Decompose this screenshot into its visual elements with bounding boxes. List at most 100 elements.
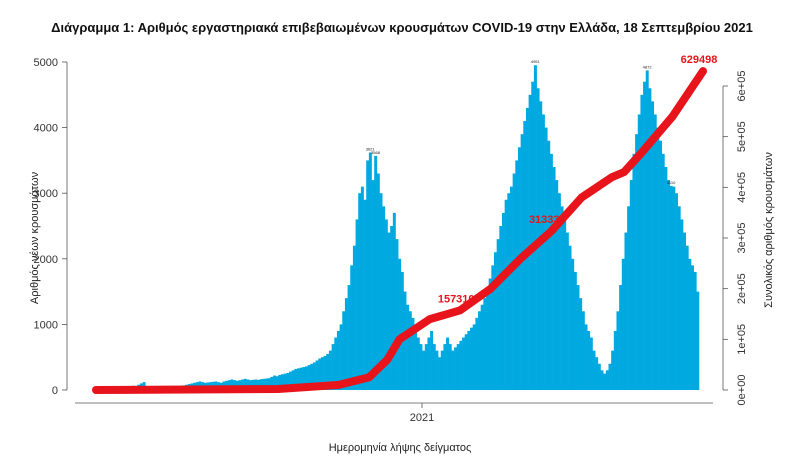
bar <box>304 366 308 390</box>
bar <box>557 193 561 390</box>
bar <box>613 330 617 390</box>
bar <box>400 271 404 390</box>
bar <box>611 350 615 390</box>
bar <box>430 330 434 390</box>
bar <box>515 160 519 390</box>
bar <box>312 362 316 390</box>
bar <box>624 232 628 390</box>
y-axis-left: 0 1000 2000 3000 4000 5000 <box>34 57 68 397</box>
bar <box>363 199 367 390</box>
bar <box>243 378 247 390</box>
bar <box>496 239 500 390</box>
bar <box>528 94 532 391</box>
bar <box>440 350 444 390</box>
bar <box>358 193 362 390</box>
bar <box>640 94 644 391</box>
bar <box>456 344 460 390</box>
bar <box>424 344 428 390</box>
bar <box>278 374 282 390</box>
bar <box>419 344 423 390</box>
bar <box>352 245 356 390</box>
bar <box>432 344 436 390</box>
bar <box>600 370 604 390</box>
bar <box>584 324 588 390</box>
bar <box>451 350 455 390</box>
bar <box>480 304 484 390</box>
bar <box>478 311 481 390</box>
bar <box>645 70 649 391</box>
bar <box>627 206 631 390</box>
bar <box>328 350 332 390</box>
bar <box>688 258 692 390</box>
bar <box>387 232 391 390</box>
bar <box>619 285 623 390</box>
bar <box>509 186 513 390</box>
annotations-group: 629498 313333 157310 <box>438 54 718 305</box>
bar <box>488 278 492 390</box>
bar <box>661 153 665 390</box>
bar <box>501 212 505 390</box>
bar <box>291 370 295 390</box>
bar <box>648 88 652 391</box>
bar <box>459 340 463 390</box>
bar-value-label: 4872 <box>643 64 653 69</box>
bar <box>275 376 279 390</box>
bar <box>360 186 364 390</box>
bar <box>568 245 572 390</box>
y-tick-label: 0 <box>52 385 58 397</box>
bar <box>251 379 255 390</box>
bar <box>315 360 319 390</box>
bar <box>669 185 673 390</box>
bar <box>320 357 324 390</box>
bar <box>273 375 276 390</box>
bar <box>507 193 511 390</box>
bar <box>573 271 577 390</box>
bar <box>310 363 314 390</box>
bar <box>680 219 684 390</box>
bar <box>651 101 655 391</box>
bar <box>395 239 399 390</box>
bar <box>483 298 487 390</box>
bar <box>470 327 473 390</box>
bar <box>675 193 678 390</box>
bar <box>286 372 290 390</box>
bar <box>571 258 575 390</box>
bar <box>446 337 450 390</box>
bar <box>299 367 303 390</box>
bar <box>376 173 380 390</box>
y2-tick-label: 2e+05 <box>736 273 748 304</box>
bar <box>544 127 548 390</box>
bar <box>629 180 633 390</box>
bar <box>257 379 261 390</box>
bar <box>254 379 258 390</box>
cumulative-annotation: 629498 <box>681 54 718 66</box>
bar <box>350 265 354 390</box>
y2-tick-label: 3e+05 <box>736 223 748 254</box>
bar <box>265 378 269 390</box>
bar <box>249 380 253 390</box>
bar <box>283 373 287 390</box>
bar <box>555 180 559 390</box>
bar <box>297 368 300 390</box>
bar <box>664 166 668 390</box>
y-tick-label: 2000 <box>34 254 58 266</box>
bar <box>667 180 671 390</box>
bar <box>326 353 330 390</box>
bar <box>448 344 452 390</box>
bar <box>552 166 556 390</box>
bar <box>589 337 593 390</box>
chart-title: Διάγραμμα 1: Αριθμός εργαστηριακά επιβεβ… <box>51 20 753 35</box>
bar <box>246 379 250 390</box>
x-tick-label: 2021 <box>410 412 434 424</box>
bar <box>659 140 663 390</box>
bar <box>549 153 553 390</box>
bar <box>398 258 402 390</box>
bar <box>491 265 495 390</box>
bar <box>576 285 580 390</box>
bar <box>579 298 583 390</box>
bar <box>230 379 234 390</box>
bar <box>565 232 569 390</box>
y-tick-label: 4000 <box>34 123 58 135</box>
